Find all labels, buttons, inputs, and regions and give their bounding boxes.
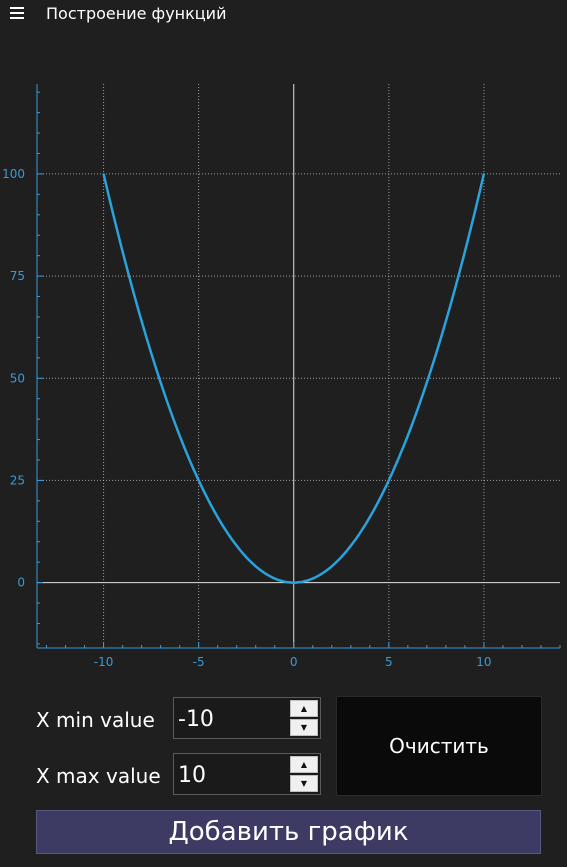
window-title: Построение функций	[46, 4, 227, 23]
hamburger-menu-icon[interactable]	[10, 7, 24, 19]
series-layer	[102, 173, 486, 584]
data-point	[407, 434, 409, 437]
xmax-label: X max value	[36, 764, 161, 788]
x-tick-label: -10	[94, 655, 114, 669]
xmin-input[interactable]	[174, 698, 296, 740]
data-point	[159, 381, 162, 384]
xmax-spinbox[interactable]: ▲ ▼	[173, 753, 321, 796]
xmin-spinbox[interactable]: ▲ ▼	[173, 697, 321, 740]
data-point	[388, 479, 390, 482]
xmax-decrement-arrow-icon[interactable]: ▼	[290, 775, 318, 792]
y-tick-label: 0	[17, 576, 25, 590]
xmin-decrement-arrow-icon[interactable]: ▼	[290, 719, 318, 736]
xmin-spin-buttons: ▲ ▼	[290, 700, 318, 736]
xmin-label: X min value	[36, 708, 155, 732]
data-point	[235, 545, 238, 547]
data-point	[464, 250, 466, 253]
data-point	[330, 565, 333, 568]
data-point	[197, 479, 200, 482]
data-point	[140, 320, 143, 322]
data-point	[121, 250, 124, 253]
x-tick-label: -5	[193, 655, 205, 669]
add-graph-button[interactable]: Добавить график	[36, 810, 541, 854]
xmax-spin-buttons: ▲ ▼	[290, 756, 318, 792]
data-point	[216, 516, 219, 519]
data-point	[483, 173, 485, 175]
x-tick-label: 10	[476, 655, 491, 669]
y-tick-label: 25	[10, 473, 25, 487]
data-point	[102, 173, 105, 175]
xmax-input[interactable]	[174, 754, 296, 796]
data-point	[273, 577, 276, 580]
data-point	[311, 577, 314, 580]
tick-marks	[37, 91, 561, 648]
x-tick-label: 0	[290, 655, 298, 669]
data-point	[426, 381, 428, 384]
data-point	[445, 320, 447, 322]
data-point	[178, 434, 181, 437]
xmax-increment-arrow-icon[interactable]: ▲	[290, 756, 318, 773]
tick-labels: 0 25 50 75 100 -10 -5 0 5 10	[2, 167, 491, 669]
title-bar: Построение функций	[0, 0, 567, 30]
function-plot: 0 25 50 75 100 -10 -5 0 5 10	[2, 84, 561, 669]
xmin-increment-arrow-icon[interactable]: ▲	[290, 700, 318, 717]
grid-lines	[37, 84, 560, 648]
data-point	[292, 581, 295, 584]
y-tick-label: 50	[10, 371, 25, 385]
data-point	[369, 516, 371, 519]
y-tick-label: 75	[10, 269, 25, 283]
clear-button[interactable]: Очистить	[336, 696, 542, 796]
data-point	[254, 565, 257, 568]
x-tick-label: 5	[385, 655, 393, 669]
y-tick-label: 100	[2, 167, 25, 181]
axes	[36, 84, 560, 649]
data-point	[350, 545, 352, 547]
